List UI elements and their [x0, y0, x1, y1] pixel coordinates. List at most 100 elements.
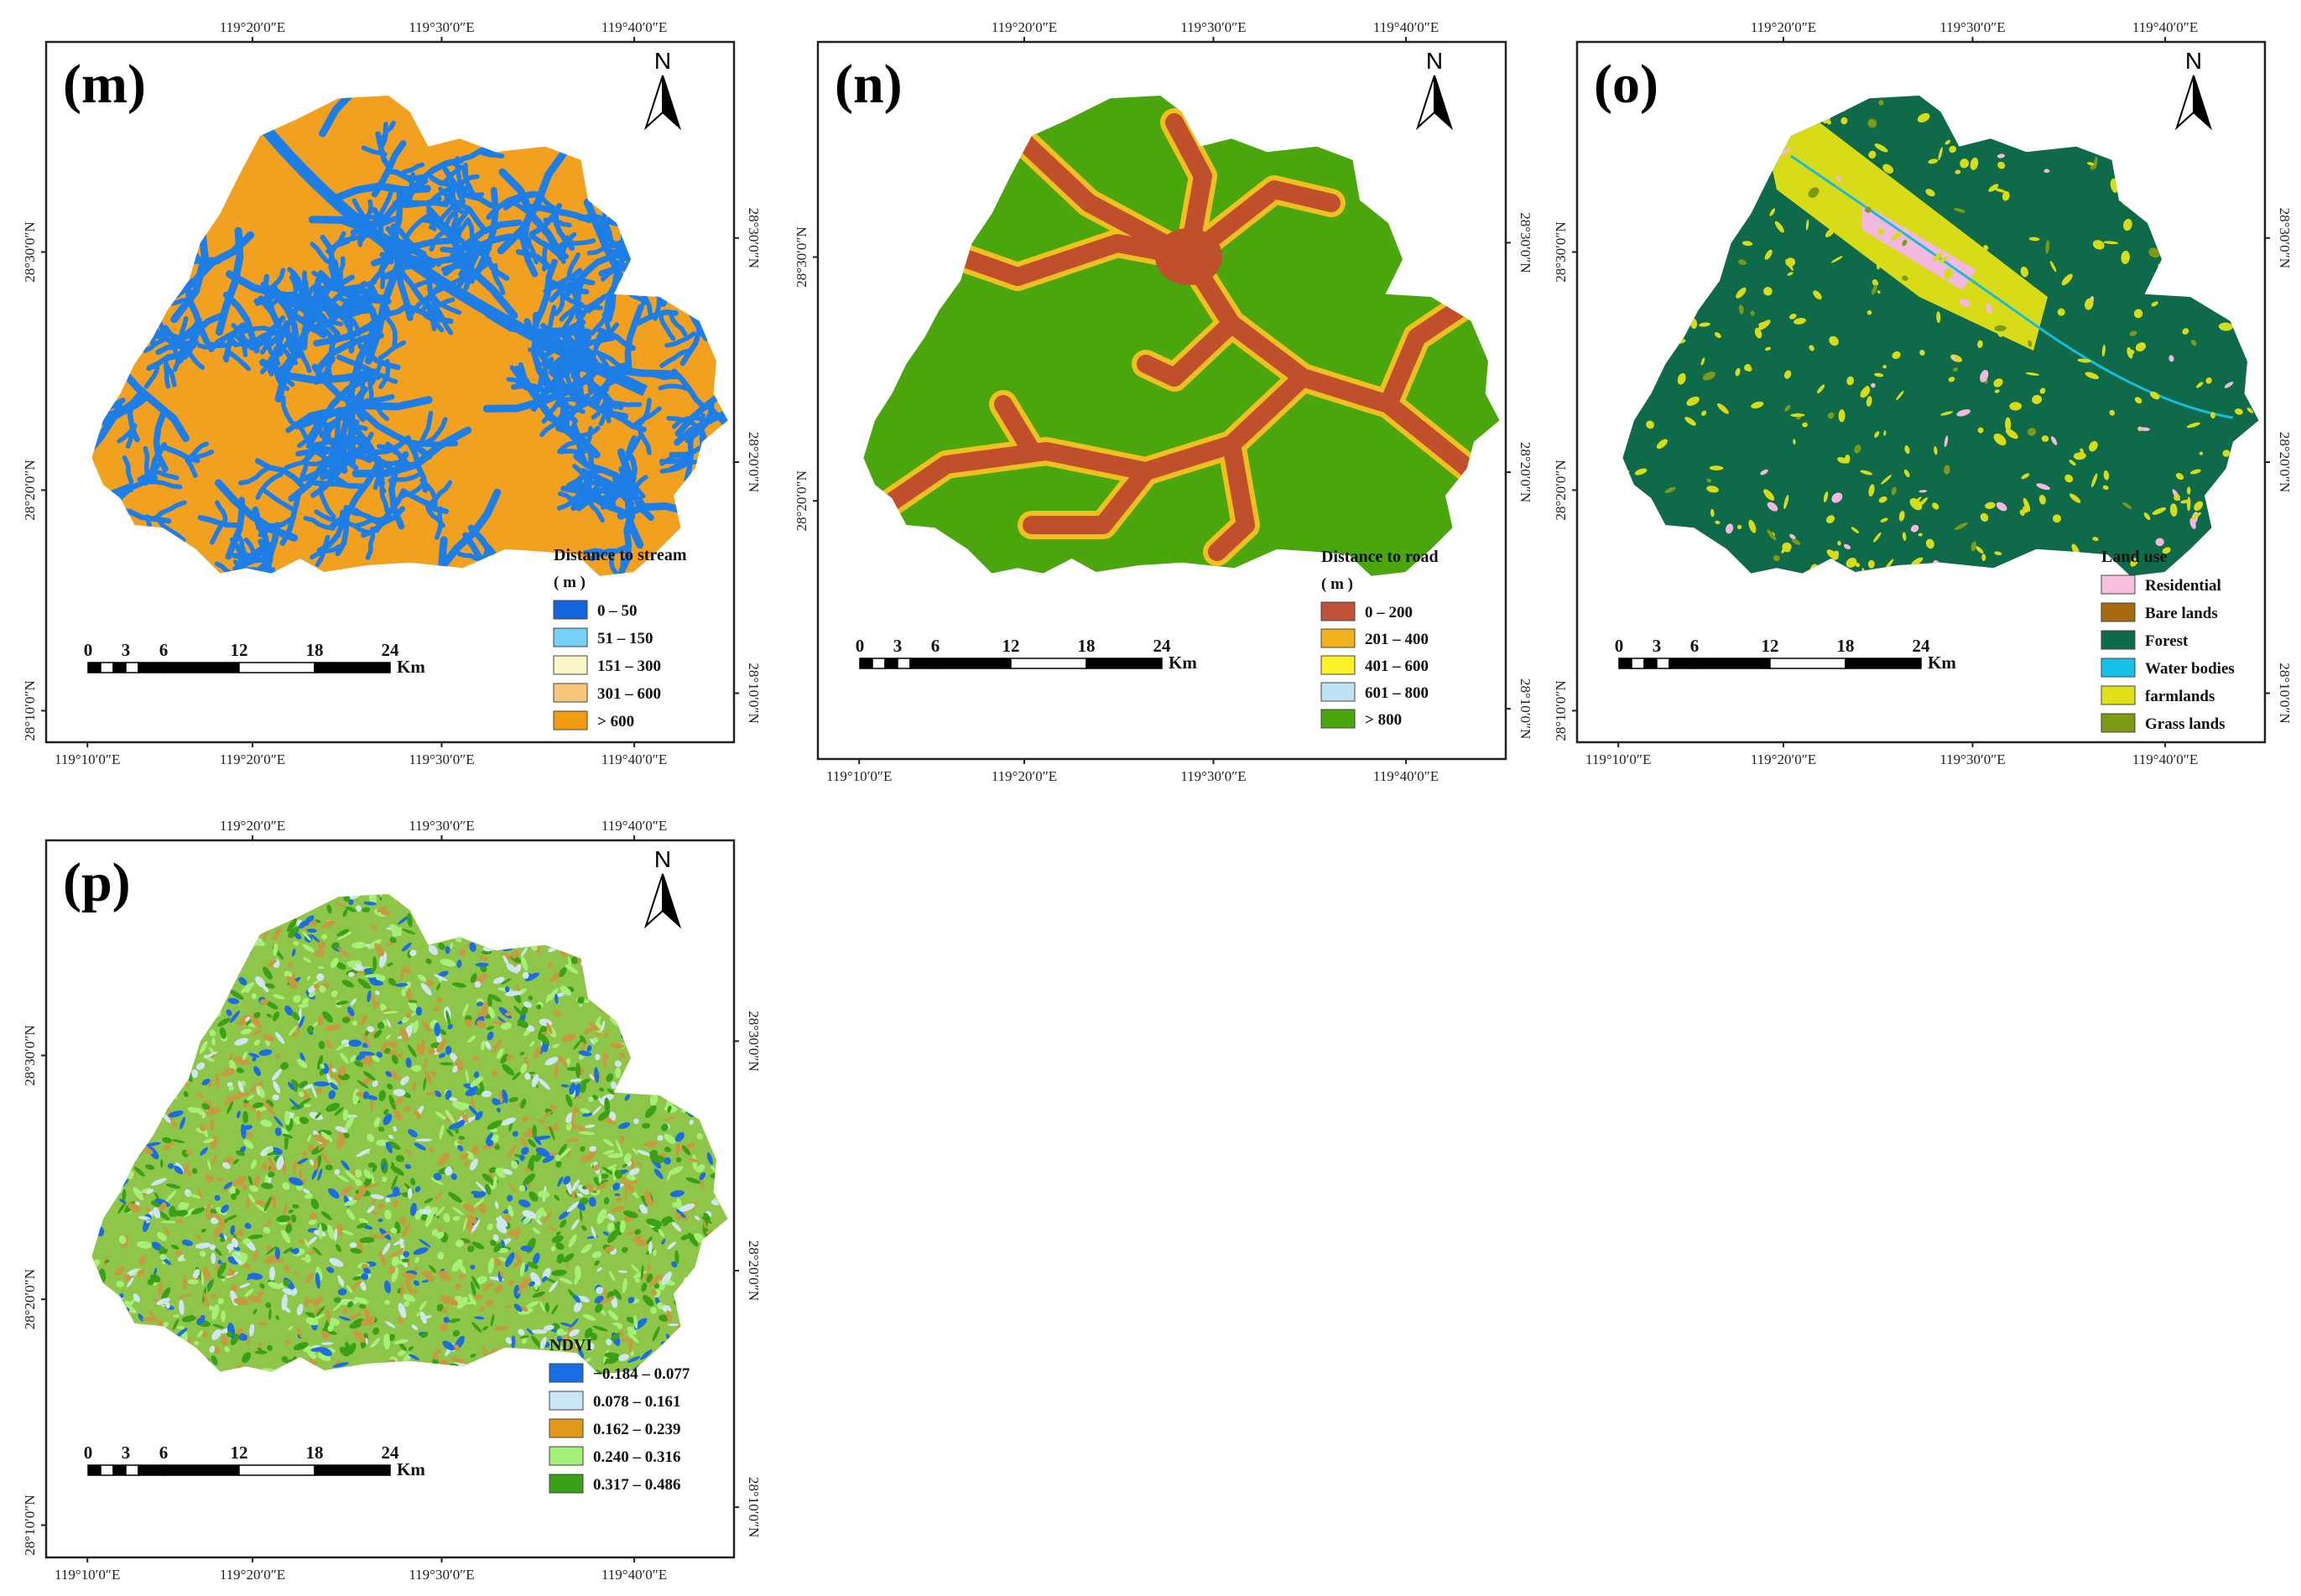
panel-label-o: (o)	[1594, 54, 1658, 115]
map-svg-p: 119°20′0″E 119°30′0″E 119°40′0″E 119°10′0″E…	[22, 818, 762, 1583]
map-svg-m: 119°20′0″E 119°30′0″E 119°40′0″E 119°10′0″E…	[22, 19, 762, 767]
panel-label-p: (p)	[63, 852, 131, 913]
scale-tick-label: 24	[1913, 636, 1931, 656]
longitude-label-top: 119°40′0″E	[601, 19, 667, 35]
legend-item-label: Bare lands	[2145, 605, 2218, 622]
legend-swatch	[1320, 628, 1356, 648]
longitude-label-bottom: 119°10′0″E	[826, 768, 892, 784]
latitude-label-right: 28°30′0″N	[1518, 212, 1533, 273]
legend-swatch	[549, 1418, 584, 1438]
latitude-label-right: 28°20′0″N	[1518, 442, 1533, 502]
map-frame	[816, 40, 1507, 761]
legend-item-label: > 600	[597, 713, 634, 730]
latitude-label-right: 28°10′0″N	[2277, 663, 2293, 723]
legend-swatch	[549, 1474, 584, 1494]
legend-item-label: 0.162 – 0.239	[593, 1421, 681, 1438]
legend-swatch	[1320, 682, 1356, 702]
legend-swatch	[2101, 574, 2136, 595]
longitude-label-bottom: 119°10′0″E	[55, 751, 120, 767]
legend-item-label: 0.317 – 0.486	[593, 1476, 681, 1494]
legend-item-label: 0.240 – 0.316	[593, 1448, 681, 1466]
legend-title: Distance to stream	[554, 546, 687, 564]
map-area-m	[91, 96, 728, 576]
north-arrow-label: N	[1426, 48, 1443, 74]
latitude-label-left: 28°30′0″N	[1553, 221, 1569, 282]
scale-tick-label: 24	[1153, 636, 1172, 656]
longitude-label-bottom: 119°40′0″E	[1373, 768, 1439, 784]
latitude-label-left: 28°10′0″N	[1553, 680, 1569, 741]
legend-item-label: 0.078 – 0.161	[593, 1393, 681, 1411]
latitude-label-right: 28°30′0″N	[2277, 208, 2293, 268]
longitude-label-bottom: 119°30′0″E	[1180, 768, 1246, 784]
legend-title: Distance to road	[1321, 548, 1439, 566]
latitude-label-right: 28°20′0″N	[746, 1240, 762, 1301]
legend-swatch	[553, 710, 588, 730]
longitude-label-top: 119°20′0″E	[220, 19, 285, 35]
north-arrow-label: N	[2185, 48, 2202, 74]
scale-unit-label: Km	[397, 1459, 425, 1479]
latitude-label-left: 28°20′0″N	[1553, 460, 1569, 520]
north-arrow-icon	[643, 873, 682, 929]
longitude-label-top: 119°20′0″E	[220, 818, 285, 834]
longitude-label-bottom: 119°40′0″E	[601, 1567, 667, 1583]
north-arrow-icon	[1415, 75, 1454, 131]
scale-tick-label: 3	[893, 636, 903, 656]
latitude-label-right: 28°10′0″N	[1518, 678, 1533, 739]
scale-tick-label: 18	[306, 1443, 324, 1463]
scale-tick-label: 0	[84, 1443, 93, 1463]
legend-item-label: > 800	[1365, 711, 1402, 729]
north-arrow-icon	[643, 75, 682, 131]
north-arrow-label: N	[654, 48, 671, 74]
longitude-label-bottom: 119°30′0″E	[1939, 751, 2005, 767]
north-arrow-icon	[2174, 75, 2213, 131]
latitude-label-left: 28°30′0″N	[22, 1025, 38, 1085]
longitude-label-bottom: 119°40′0″E	[601, 751, 667, 767]
scale-tick-label: 6	[931, 636, 940, 656]
map-area-n	[863, 96, 1500, 576]
map-panel-n: 119°20′0″E 119°30′0″E 119°40′0″E 119°10′0″E…	[772, 0, 1533, 797]
legend-swatch	[2101, 630, 2136, 650]
legend-item-label: 401 – 600	[1365, 658, 1429, 675]
legend-item-label: Residential	[2145, 577, 2221, 595]
map-legend: Distance to stream ( m ) 0 – 50 51 – 150 151…	[553, 546, 687, 730]
legend-item-label: Water bodies	[2145, 660, 2235, 678]
panel-label-n: (n)	[835, 54, 903, 115]
longitude-label-bottom: 119°20′0″E	[220, 1567, 285, 1583]
scale-tick-label: 24	[382, 640, 400, 660]
legend-item-label: 201 – 400	[1365, 631, 1429, 648]
scale-tick-label: 3	[1653, 636, 1662, 656]
scale-tick-label: 3	[122, 1443, 131, 1463]
legend-item-label: 0 – 50	[597, 602, 638, 620]
latitude-label-right: 28°20′0″N	[746, 432, 762, 492]
legend-item-label: 601 – 800	[1365, 684, 1429, 702]
legend-unit: ( m )	[1321, 575, 1353, 593]
longitude-label-bottom: 119°10′0″E	[1585, 751, 1651, 767]
legend-title: NDVI	[549, 1336, 592, 1354]
map-svg-o: 119°20′0″E 119°30′0″E 119°40′0″E 119°10′0″E…	[1553, 19, 2293, 767]
legend-item-label: farmlands	[2145, 688, 2215, 705]
legend-item-label: Grass lands	[2145, 715, 2226, 733]
longitude-label-bottom: 119°20′0″E	[220, 751, 285, 767]
scale-tick-label: 0	[1615, 636, 1624, 656]
scale-tick-label: 0	[84, 640, 93, 660]
scale-tick-label: 12	[231, 640, 248, 660]
map-area-o	[1622, 96, 2259, 576]
scale-unit-label: Km	[1169, 652, 1197, 673]
longitude-label-bottom: 119°20′0″E	[1751, 751, 1816, 767]
legend-swatch	[1320, 709, 1356, 729]
latitude-label-right: 28°20′0″N	[2277, 432, 2293, 492]
scale-unit-label: Km	[397, 657, 425, 677]
longitude-label-top: 119°30′0″E	[1939, 19, 2005, 35]
legend-unit: ( m )	[554, 574, 586, 591]
longitude-label-top: 119°40′0″E	[1373, 19, 1439, 35]
legend-swatch	[553, 683, 588, 703]
scale-tick-label: 18	[1078, 636, 1096, 656]
legend-item-label: 151 – 300	[597, 658, 661, 675]
scale-tick-label: 6	[159, 640, 169, 660]
longitude-label-top: 119°30′0″E	[409, 818, 474, 834]
scale-tick-label: 18	[306, 640, 324, 660]
legend-item-label: 51 – 150	[597, 630, 653, 647]
map-frame	[1575, 40, 2267, 744]
